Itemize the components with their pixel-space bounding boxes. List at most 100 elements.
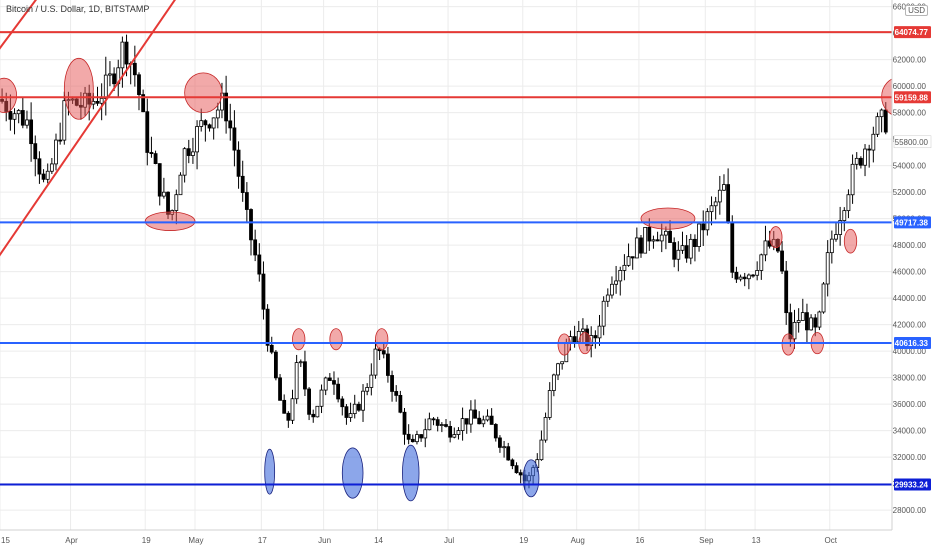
candle-body [207,124,212,129]
candle-body [464,418,469,425]
candle-body [344,406,349,418]
trend-line[interactable] [0,0,178,285]
candle-body [298,361,303,364]
candle-body [33,143,38,160]
candle-body [460,418,465,431]
candle-body [149,152,154,155]
currency-label[interactable]: USD [905,5,928,16]
level-price-badge: 49717.38 [895,218,929,227]
candle-body [850,163,855,196]
candle-body [361,390,365,411]
candle-body [726,184,731,223]
candle-body [431,418,436,421]
candle-body [41,173,46,180]
candle-body [643,226,648,254]
candle-body [684,245,689,259]
candle-body [236,149,241,177]
candle-body [269,344,274,353]
price-tick-label[interactable]: 54000.00 [893,162,927,171]
candle-body [676,249,681,260]
red-highlight-ellipse [329,328,343,351]
blue-highlight-ellipse [522,459,540,498]
level-price-badge-bg [894,91,931,104]
candle-body [332,380,336,385]
candle-body [821,283,826,313]
candle-body [244,192,249,210]
trend-line[interactable] [0,0,46,70]
time-tick-label[interactable]: Oct [825,536,838,545]
price-tick-label[interactable]: 32000.00 [893,453,927,462]
candle-body [199,120,204,127]
time-tick-label[interactable]: 13 [752,536,761,545]
time-tick-label[interactable]: 15 [1,536,10,545]
price-tick-label[interactable]: 60000.00 [893,82,927,91]
candle-body [518,472,523,476]
candle-body [340,398,345,408]
candle-body [838,220,843,235]
candle-body [867,148,872,151]
time-tick-label[interactable]: Jun [318,536,331,545]
candle-body [477,417,482,425]
price-tick-label[interactable]: 28000.00 [893,506,927,515]
candle-body [730,221,735,273]
price-tick-label[interactable]: 42000.00 [893,321,927,330]
candle-body [191,151,195,156]
time-tick-label[interactable]: Aug [571,536,585,545]
candle-body [386,353,390,376]
price-tick-label[interactable]: 46000.00 [893,268,927,277]
time-tick-label[interactable]: 14 [374,536,383,545]
candle-body [373,348,378,376]
candle-body [8,111,13,120]
candle-body [203,120,208,126]
candle-body [593,335,598,339]
candle-body [493,424,498,439]
price-tick-label[interactable]: 36000.00 [893,400,927,409]
candle-body [792,321,797,340]
time-tick-label[interactable]: 19 [142,536,151,545]
candle-body [365,387,370,392]
time-tick-label[interactable]: Jul [444,536,454,545]
price-tick-label[interactable]: 62000.00 [893,56,927,65]
last-price-badge-bg [893,135,932,149]
candle-body [215,109,220,119]
time-tick-label[interactable]: 16 [635,536,644,545]
time-tick-label[interactable]: Sep [699,536,714,545]
candle-body [307,388,311,415]
candle-body [99,98,104,104]
candle-body [543,417,548,441]
candle-body [161,191,166,197]
candle-body [746,274,751,280]
candle-body [261,273,266,310]
time-tick-label[interactable]: May [188,536,203,545]
candle-body [145,111,150,153]
price-tick-label[interactable]: 44000.00 [893,294,927,303]
candle-body [601,300,606,327]
candle-body [863,148,867,166]
candle-body [415,434,419,443]
candle-body [323,377,328,391]
candle-body [423,429,428,439]
price-tick-label[interactable]: 52000.00 [893,188,927,197]
candle-body [846,194,851,212]
candle-body [315,405,320,418]
candle-body [20,110,25,126]
time-tick-label[interactable]: Apr [65,536,78,545]
price-tick-label[interactable]: 40000.00 [893,347,927,356]
price-tick-label[interactable]: 38000.00 [893,374,927,383]
time-axis-labels[interactable]: 15 Apr 19 May 17 Jun 14 Jul 19 Aug 16 Sep 13 Oct [1,536,838,545]
trend-lines[interactable] [0,0,178,285]
time-tick-label[interactable]: 19 [519,536,528,545]
candle-body [153,153,158,165]
candle-body [722,184,726,191]
candle-body [763,240,768,256]
candle-body [54,139,58,165]
time-tick-label[interactable]: 17 [258,536,267,545]
candle-body [701,223,706,231]
candle-body [336,383,341,400]
candle-body [327,377,332,381]
horizontal-levels[interactable] [0,31,892,486]
price-tick-label[interactable]: 48000.00 [893,241,927,250]
price-tick-label[interactable]: 34000.00 [893,427,927,436]
price-tick-label[interactable]: 58000.00 [893,109,927,118]
